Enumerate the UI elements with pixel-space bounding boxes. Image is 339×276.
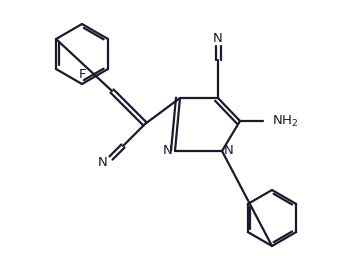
Text: N: N: [98, 155, 108, 169]
Text: N: N: [224, 145, 234, 158]
Text: NH$_2$: NH$_2$: [272, 113, 298, 129]
Text: N: N: [163, 145, 173, 158]
Text: N: N: [213, 31, 223, 44]
Text: F: F: [78, 68, 86, 81]
